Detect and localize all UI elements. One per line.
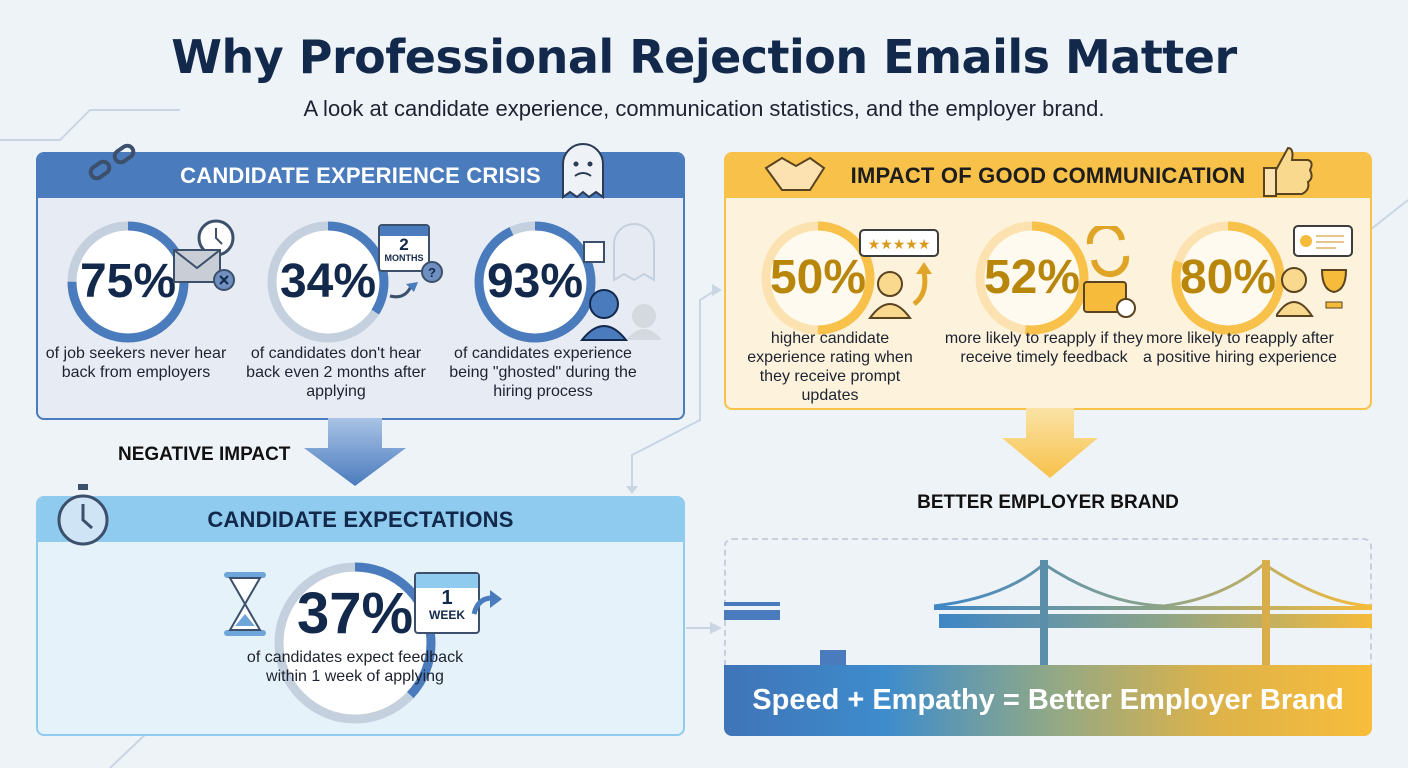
- svg-text:?: ?: [428, 265, 436, 280]
- stat-caption: of job seekers never hear back from empl…: [45, 345, 227, 381]
- stat-value: 75%: [79, 255, 177, 308]
- panel-title: CANDIDATE EXPECTATIONS: [38, 498, 683, 542]
- stat-value: 80%: [1179, 251, 1277, 304]
- refresh-briefcase-icon: [1083, 226, 1136, 318]
- svg-text:★★★★★: ★★★★★: [868, 236, 931, 252]
- stat-value: 34%: [279, 255, 377, 308]
- person-trophy-icon: [1276, 225, 1353, 317]
- stat-value: 93%: [486, 255, 584, 308]
- thumbs-up-icon: [1263, 146, 1313, 197]
- down-arrow-icon: [304, 418, 406, 486]
- progress-ring: [267, 221, 389, 343]
- calendar-unit: WEEK: [429, 608, 465, 622]
- progress-ring: [67, 221, 189, 343]
- stat-caption: of candidates don't hear back even 2 mon…: [246, 345, 426, 400]
- speed-empathy-banner: Speed + Empathy = Better Employer Brand: [724, 665, 1372, 736]
- panel-title: IMPACT OF GOOD COMMUNICATION: [726, 154, 1370, 198]
- stat-caption: more likely to reapply after a positive …: [1143, 330, 1337, 366]
- hourglass-icon: [224, 572, 266, 636]
- progress-ring: [975, 221, 1089, 335]
- bridge-icon: [724, 560, 1372, 668]
- progress-ring: [761, 221, 875, 335]
- calendar-number: 1: [441, 587, 453, 609]
- broken-chain-icon: [88, 143, 136, 181]
- stopwatch-icon: [57, 484, 109, 546]
- stat-value: 37%: [296, 581, 414, 646]
- forward-arrow-icon: [471, 590, 502, 615]
- stat-caption: of candidates experience being "ghosted"…: [449, 345, 637, 400]
- page-subtitle: A look at candidate experience, communic…: [303, 96, 1105, 121]
- stat-value: 52%: [983, 251, 1081, 304]
- down-arrow-icon: [1002, 408, 1098, 478]
- star-rating-person-icon: ★★★★★: [859, 229, 939, 319]
- progress-ring: [1171, 221, 1285, 335]
- calendar-icon: 2 MONTHS: [378, 224, 430, 272]
- stat-caption: more likely to reapply if they receive t…: [944, 330, 1144, 366]
- page-title: Why Professional Rejection Emails Matter: [171, 30, 1237, 84]
- envelope-clock-icon: [173, 219, 235, 291]
- ghost-person-icon: [579, 223, 662, 341]
- question-arrow-icon: ?: [389, 261, 443, 299]
- stat-caption: higher candidate experience rating when …: [747, 330, 913, 404]
- handshake-icon: [764, 156, 826, 191]
- stat-value: 50%: [769, 251, 867, 304]
- progress-ring: [274, 562, 436, 724]
- calendar-icon: 1 WEEK: [414, 572, 480, 634]
- sad-ghost-icon: [562, 143, 604, 199]
- better-employer-brand-label: BETTER EMPLOYER BRAND: [917, 492, 1179, 513]
- stat-caption: of candidates expect feedback within 1 w…: [246, 649, 464, 685]
- progress-ring: [474, 221, 596, 343]
- negative-impact-label: NEGATIVE IMPACT: [118, 444, 291, 465]
